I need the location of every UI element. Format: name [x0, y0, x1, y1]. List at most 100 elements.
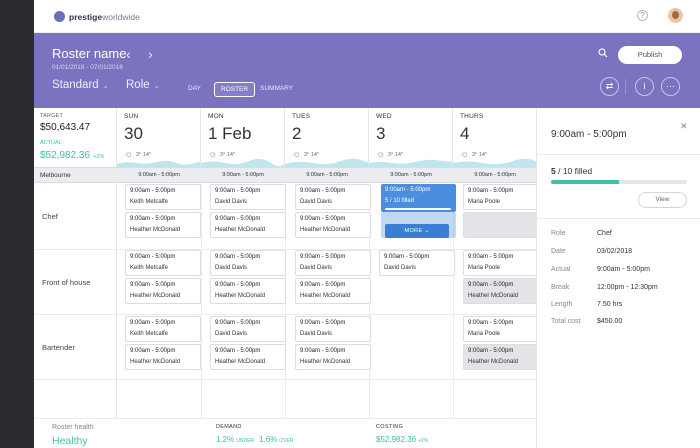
detail-value: 9:00am - 5:00pm [597, 266, 650, 273]
fill-bar [385, 208, 451, 210]
shift-card[interactable]: 9:00am - 5:00pm Heather McDonald [463, 278, 539, 304]
day-name: MON [208, 113, 224, 120]
roster-title[interactable]: Roster name [52, 46, 127, 61]
shift-card[interactable]: 9:00am - 5:00pm Heather McDonald [210, 344, 286, 370]
target-value: $50,643.47 [40, 122, 91, 133]
chevron-left-icon[interactable]: ‹ [126, 46, 131, 62]
swap-icon[interactable]: ⇄ [600, 77, 619, 96]
divider [537, 218, 700, 219]
shift-employee: Heather McDonald [130, 359, 181, 365]
shift-time: 9:00am - 5:00pm [130, 216, 176, 222]
shift-employee: Keith Metcalfe [130, 331, 169, 337]
chevron-right-icon[interactable]: › [148, 46, 153, 62]
shift-employee: David Davis [300, 331, 333, 337]
empty-shift-slot[interactable] [463, 212, 539, 238]
temperature: 3° 14° [136, 152, 152, 158]
close-icon[interactable]: ✕ [680, 121, 688, 131]
demand-label: DEMAND [216, 424, 242, 430]
shift-employee: Maria Poole [468, 331, 501, 337]
shift-employee: Heather McDonald [215, 359, 266, 365]
shift-card[interactable]: 9:00am - 5:00pm David Davis [379, 250, 455, 276]
health-value: Healthy [52, 435, 88, 447]
selected-shift-card[interactable]: 9:00am - 5:00pm 5 / 10 filled [381, 184, 456, 212]
shift-card[interactable]: 9:00am - 5:00pm Heather McDonald [210, 278, 286, 304]
shift-card[interactable]: 9:00am - 5:00pm David Davis [210, 316, 286, 342]
shift-employee: Heather McDonald [468, 359, 519, 365]
shift-time: 9:00am - 5:00pm [300, 216, 346, 222]
question-circle-icon[interactable]: ? [637, 10, 648, 21]
shift-card[interactable]: 9:00am - 5:00pm Heather McDonald [125, 344, 201, 370]
shift-time: 9:00am - 5:00pm [130, 320, 176, 326]
day-header-mon[interactable]: MON 1 Feb ☼ 3° 14° [201, 108, 285, 167]
shift-card[interactable]: 9:00am - 5:00pm Maria Poole [463, 184, 539, 210]
more-icon[interactable]: ··· [661, 77, 680, 96]
role-label-front-of-house: Front of house [42, 278, 91, 287]
shift-time: 9:00am - 5:00pm [385, 187, 431, 193]
detail-label: Date [551, 248, 566, 255]
shift-time: 9:00am - 5:00pm [300, 188, 346, 194]
day-header-tue[interactable]: TUES 2 ☼ 3° 14° [285, 108, 369, 167]
shift-employee: Maria Poole [468, 265, 501, 271]
tab-day[interactable]: DAY [188, 85, 201, 92]
shift-card[interactable]: 9:00am - 5:00pm Keith Metcalfe [125, 316, 201, 342]
shift-card[interactable]: 9:00am - 5:00pm Heather McDonald [210, 212, 286, 238]
shift-employee: David Davis [215, 331, 248, 337]
day-number: 3 [376, 124, 386, 143]
brand-logo[interactable]: prestige worldwide [54, 11, 140, 22]
shift-card[interactable]: 9:00am - 5:00pm Heather McDonald [295, 344, 371, 370]
day-header-wed[interactable]: WED 3 ☼ 3° 14° [369, 108, 453, 167]
tab-roster[interactable]: ROSTER [214, 82, 256, 97]
shift-time: 9:00am - 5:00pm [300, 254, 346, 260]
shift-card[interactable]: 9:00am - 5:00pm Maria Poole [463, 316, 539, 342]
demand-sparkline [369, 159, 452, 167]
role-label-bartender: Bartender [42, 343, 75, 352]
user-avatar[interactable] [668, 8, 683, 23]
shift-card[interactable]: 9:00am - 5:00pm David Davis [210, 250, 286, 276]
info-icon[interactable]: i [635, 77, 654, 96]
location-hours: 9:00am - 5:00pm [222, 172, 264, 178]
chevron-down-icon: ⌄ [424, 228, 430, 234]
day-name: THURS [460, 113, 484, 120]
search-icon[interactable] [598, 48, 608, 58]
shift-card[interactable]: 9:00am - 5:00pm David Davis [295, 184, 371, 210]
detail-label: Length [551, 301, 573, 308]
publish-button[interactable]: Publish [618, 46, 682, 64]
target-label: TARGET [40, 113, 64, 119]
panel-fill-status: 5 / 10 filled [551, 166, 592, 176]
divider [625, 79, 626, 94]
temperature: 3° 14° [220, 152, 236, 158]
shift-time: 9:00am - 5:00pm [300, 282, 346, 288]
shift-time: 9:00am - 5:00pm [215, 282, 261, 288]
demand-sparkline [285, 158, 368, 167]
sun-icon: ☼ [460, 149, 470, 160]
brand-name-light: worldwide [102, 11, 140, 22]
shift-card[interactable]: 9:00am - 5:00pm Heather McDonald [125, 278, 201, 304]
shift-employee: Maria Poole [468, 199, 501, 205]
location-hours: 9:00am - 5:00pm [474, 172, 516, 178]
view-button[interactable]: View [638, 192, 687, 208]
shift-card[interactable]: 9:00am - 5:00pm Heather McDonald [125, 212, 201, 238]
shift-card[interactable]: 9:00am - 5:00pm Keith Metcalfe [125, 250, 201, 276]
shift-card[interactable]: 9:00am - 5:00pm Heather McDonald [463, 344, 539, 370]
shift-detail-panel: 9:00am - 5:00pm ✕ 5 / 10 filled View Rol… [536, 108, 700, 448]
tab-summary[interactable]: SUMMARY [260, 85, 294, 92]
shift-card[interactable]: 9:00am - 5:00pm David Davis [295, 250, 371, 276]
top-bar: prestige worldwide ? [34, 0, 700, 33]
shift-card[interactable]: 9:00am - 5:00pm Keith Metcalfe [125, 184, 201, 210]
view-select[interactable]: Standard ⌄ [52, 79, 109, 91]
shift-card[interactable]: 9:00am - 5:00pm Heather McDonald [295, 278, 371, 304]
day-header-thu[interactable]: THURS 4 ☼ 3° 14° [453, 108, 537, 167]
column-divider [453, 183, 454, 418]
day-header-sun[interactable]: SUN 30 ☼ 3° 14° [117, 108, 201, 167]
more-button[interactable]: MORE ⌄ [385, 224, 449, 238]
roster-header: Roster name ‹ › 01/01/2018 - 07/01/2018 … [34, 33, 700, 108]
shift-card[interactable]: 9:00am - 5:00pm David Davis [295, 316, 371, 342]
shift-card[interactable]: 9:00am - 5:00pm Maria Poole [463, 250, 539, 276]
shift-employee: Heather McDonald [130, 227, 181, 233]
group-select[interactable]: Role ⌄ [126, 79, 160, 91]
view-select-value: Standard [52, 79, 99, 91]
shift-card[interactable]: 9:00am - 5:00pm Heather McDonald [295, 212, 371, 238]
shift-employee: Heather McDonald [300, 293, 351, 299]
role-column: Chef Front of house Bartender [34, 183, 117, 418]
shift-card[interactable]: 9:00am - 5:00pm David Davis [210, 184, 286, 210]
